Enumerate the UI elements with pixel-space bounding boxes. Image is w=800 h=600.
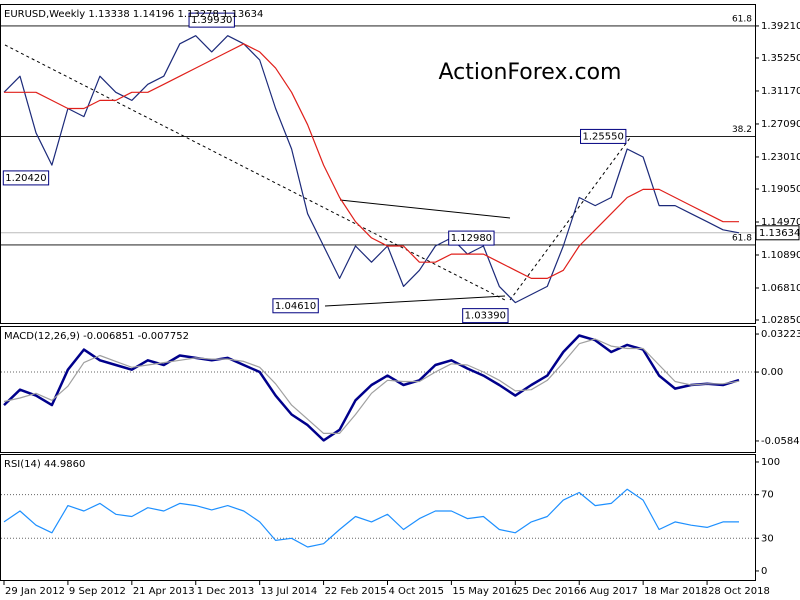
y-tick-label: 100 [761,457,780,468]
rsi-panel [0,454,756,581]
series-line [3,488,739,548]
annotation-label: 1.12980 [451,233,492,244]
y-tick-label: 1.02850 [761,315,800,326]
x-tick-label: 13 Jul 2014 [261,586,318,597]
x-tick-label: 28 Oct 2018 [708,586,770,597]
x-tick-label: 4 Oct 2015 [388,586,443,597]
x-tick-label: 21 Apr 2013 [133,586,195,597]
trend-line [339,199,511,219]
series-line [3,334,740,442]
macd-panel [0,326,756,453]
trend-line [509,137,631,301]
watermark: ActionForex.com [439,60,622,85]
annotation-label: 1.03390 [465,311,506,322]
series-line [4,43,739,279]
annotation-box [188,12,235,28]
panel-title: RSI(14) 44.9860 [4,459,85,470]
y-tick-label: 1.10890 [761,250,800,261]
y-tick-label: 1.39210 [761,21,800,32]
last-price-box [755,225,800,241]
y-tick-label: 0.032235 [761,329,800,340]
y-tick-label: 0 [761,566,767,577]
y-tick-label: 1.31170 [761,86,800,97]
annotation-label: 1.39930 [191,15,232,26]
x-tick-label: 29 Jan 2012 [5,586,65,597]
annotation-box [272,298,319,314]
annotation-box [448,230,495,246]
y-tick-label: 1.23010 [761,152,800,163]
annotation-box [462,308,509,324]
y-tick-label: 30 [761,533,774,544]
y-tick-label: 0.00 [761,367,783,378]
level-label: 61.8 [732,14,752,24]
x-tick-label: 25 Dec 2016 [516,586,580,597]
annotation-label: 1.20420 [5,173,46,184]
x-tick-label: 9 Sep 2012 [69,586,126,597]
y-tick-label: 1.14970 [761,217,800,228]
level-label: 38.2 [732,125,752,135]
y-tick-label: 1.19050 [761,184,800,195]
y-tick-label: -0.058434 [761,436,800,447]
y-tick-label: 1.27090 [761,119,800,130]
series-line [3,35,740,304]
panel-title: EURUSD,Weekly 1.13338 1.14196 1.13278 1.… [4,9,263,20]
annotation-box [2,170,50,186]
x-tick-label: 1 Dec 2013 [197,586,255,597]
y-tick-label: 1.06810 [761,283,800,294]
annotation-label: 1.04610 [275,301,316,312]
x-tick-label: 6 Aug 2017 [580,586,638,597]
series-line [3,338,740,434]
level-label: 61.8 [732,233,752,243]
x-tick-label: 18 Mar 2018 [644,586,707,597]
x-tick-label: 22 Feb 2015 [325,586,387,597]
y-tick-label: 70 [761,490,774,501]
y-tick-label: 1.35250 [761,53,800,64]
last-price-label: 1.13634 [759,228,800,239]
panel-title: MACD(12,26,9) -0.006851 -0.007752 [4,331,189,342]
annotation-box [580,128,627,144]
trend-line [324,295,506,307]
annotation-label: 1.25550 [583,131,624,142]
x-tick-label: 15 May 2016 [452,586,517,597]
price-panel [0,4,756,324]
